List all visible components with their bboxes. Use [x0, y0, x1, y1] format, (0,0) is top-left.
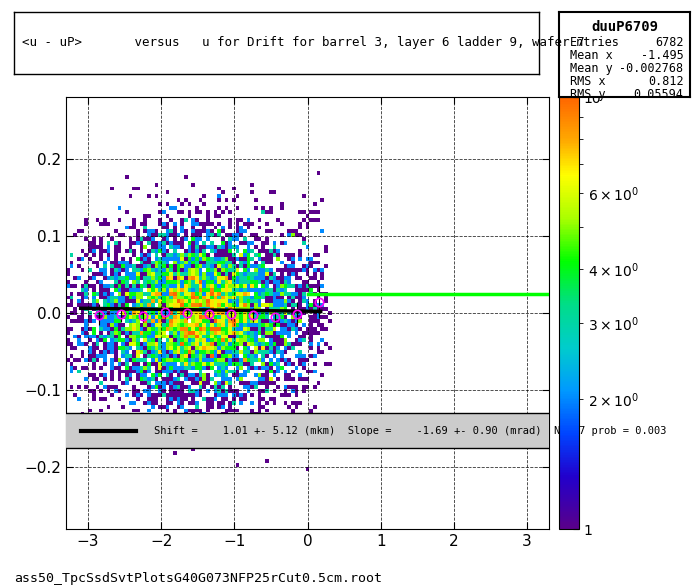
Text: 6782: 6782 [655, 36, 684, 49]
Text: <u - uP>       versus   u for Drift for barrel 3, layer 6 ladder 9, wafer 7: <u - uP> versus u for Drift for barrel 3… [22, 36, 584, 49]
Text: 0.812: 0.812 [648, 75, 684, 88]
Text: RMS y: RMS y [570, 89, 605, 102]
Text: ass50_TpcSsdSvtPlotsG40G073NFP25rCut0.5cm.root: ass50_TpcSsdSvtPlotsG40G073NFP25rCut0.5c… [14, 572, 382, 585]
Text: 0.05594: 0.05594 [634, 89, 684, 102]
Text: Entries: Entries [570, 36, 620, 49]
Text: Mean y: Mean y [570, 62, 613, 75]
Bar [66, 413, 549, 448]
Text: -0.002768: -0.002768 [619, 62, 684, 75]
Text: -1.495: -1.495 [641, 49, 684, 62]
Text: RMS x: RMS x [570, 75, 605, 88]
Text: duuP6709: duuP6709 [591, 20, 658, 34]
Text: Mean x: Mean x [570, 49, 613, 62]
Text: Shift =    1.01 +- 5.12 (mkm)  Slope =    -1.69 +- 0.90 (mrad)  N = 7 prob = 0.0: Shift = 1.01 +- 5.12 (mkm) Slope = -1.69… [154, 426, 667, 436]
